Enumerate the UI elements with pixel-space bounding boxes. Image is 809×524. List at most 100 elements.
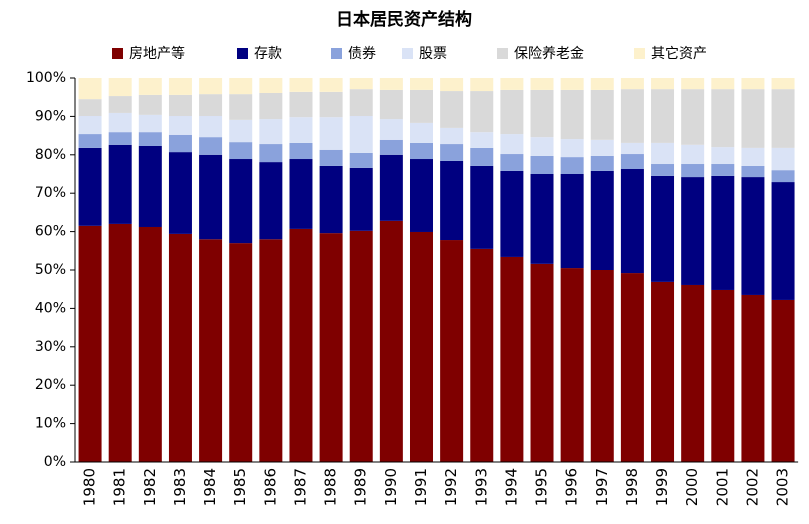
legend-label: 债券 xyxy=(348,46,376,62)
bar-segment xyxy=(470,91,494,133)
bar-segment xyxy=(259,119,283,145)
bar-segment xyxy=(289,159,313,229)
bar-segment xyxy=(259,78,283,93)
bar-segment xyxy=(620,169,644,274)
bar-segment xyxy=(289,228,313,462)
bar-segment xyxy=(711,289,735,462)
bar-segment xyxy=(379,119,403,140)
y-tick-label: 50% xyxy=(35,262,66,278)
x-tick-label: 1992 xyxy=(442,468,460,506)
x-tick-label: 1993 xyxy=(472,468,490,506)
x-tick-label: 1994 xyxy=(502,468,520,506)
bar-segment xyxy=(560,89,584,140)
bar-segment xyxy=(199,94,223,117)
legend-swatch xyxy=(402,48,413,59)
bar-segment xyxy=(590,78,614,90)
bar-segment xyxy=(470,132,494,148)
bar-segment xyxy=(741,177,765,295)
bar-segment xyxy=(409,78,433,90)
bar-segment xyxy=(138,94,162,115)
bar-segment xyxy=(620,273,644,462)
bar-segment xyxy=(741,165,765,178)
bar-segment xyxy=(138,78,162,95)
x-tick-label: 1988 xyxy=(322,468,340,506)
bar-segment xyxy=(771,89,795,148)
bar-segment xyxy=(138,114,162,133)
bar-segment xyxy=(108,112,132,133)
bar-segment xyxy=(590,270,614,462)
bar-segment xyxy=(620,78,644,90)
y-tick-label: 10% xyxy=(35,416,66,432)
legend-label: 房地产等 xyxy=(129,45,185,62)
bar-segment xyxy=(259,239,283,462)
bar-segment xyxy=(229,159,253,244)
x-tick-label: 1987 xyxy=(291,468,309,506)
bar-segment xyxy=(651,78,675,90)
bar-segment xyxy=(530,155,554,174)
bar-segment xyxy=(168,94,192,117)
bar-segment xyxy=(681,89,705,145)
bar-segment xyxy=(651,164,675,176)
bar-segment xyxy=(590,89,614,140)
legend-label: 股票 xyxy=(419,46,447,62)
bar-segment xyxy=(259,92,283,120)
bar-segment xyxy=(711,164,735,176)
bar-segment xyxy=(379,154,403,221)
bar-segment xyxy=(199,154,223,240)
bar-segment xyxy=(620,89,644,143)
bar-segment xyxy=(229,243,253,462)
legend-swatch xyxy=(237,48,248,59)
bar-segment xyxy=(259,162,283,240)
bar-segment xyxy=(440,240,464,462)
bar-segment xyxy=(771,182,795,300)
bar-segment xyxy=(78,99,102,117)
x-tick-label: 1990 xyxy=(382,468,400,506)
bar-segment xyxy=(319,117,343,150)
bar-segment xyxy=(771,170,795,183)
bar-segment xyxy=(168,78,192,95)
bar-segment xyxy=(560,268,584,462)
legend-swatch xyxy=(634,48,645,59)
bar-segment xyxy=(500,154,524,171)
x-tick-label: 1998 xyxy=(623,468,641,506)
y-tick-label: 70% xyxy=(35,185,66,201)
bar-segment xyxy=(138,226,162,462)
bar-segment xyxy=(500,89,524,135)
bar-segment xyxy=(651,142,675,165)
x-tick-label: 1996 xyxy=(563,468,581,506)
bar-segment xyxy=(229,142,253,160)
y-tick-label: 0% xyxy=(44,454,66,470)
legend-swatch xyxy=(112,48,123,59)
x-tick-label: 1997 xyxy=(593,468,611,506)
bar-segment xyxy=(259,144,283,163)
bar-segment xyxy=(168,116,192,135)
bar-segment xyxy=(108,144,132,224)
bar-segment xyxy=(500,134,524,155)
bar-segment xyxy=(681,284,705,462)
bar-segment xyxy=(409,142,433,160)
x-tick-label: 1985 xyxy=(231,468,249,506)
bar-segment xyxy=(229,78,253,95)
bar-segment xyxy=(409,122,433,143)
bar-segment xyxy=(289,78,313,92)
bar-segment xyxy=(500,256,524,462)
bar-segment xyxy=(560,139,584,158)
bar-segment xyxy=(530,78,554,90)
bar-segment xyxy=(681,78,705,90)
x-tick-label: 1991 xyxy=(412,468,430,506)
bar-segment xyxy=(319,78,343,92)
bar-segment xyxy=(78,78,102,100)
x-tick-label: 2000 xyxy=(683,468,701,506)
bar-segment xyxy=(500,170,524,257)
x-tick-label: 1983 xyxy=(171,468,189,506)
bar-segment xyxy=(741,78,765,90)
y-tick-label: 30% xyxy=(35,339,66,355)
bar-segment xyxy=(289,91,313,118)
bar-segment xyxy=(771,78,795,90)
bar-segment xyxy=(319,149,343,166)
chart-title: 日本居民资产结构 xyxy=(336,9,472,30)
bar-segment xyxy=(711,147,735,165)
bar-segment xyxy=(560,174,584,269)
bar-segment xyxy=(440,127,464,145)
bar-segment xyxy=(440,91,464,128)
